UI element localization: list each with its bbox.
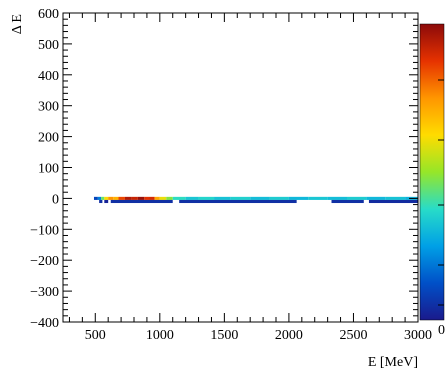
heatmap-bin xyxy=(144,196,150,200)
heatmap-bin xyxy=(385,196,406,200)
heatmap-bin xyxy=(118,196,125,200)
heatmap-bin xyxy=(93,196,98,200)
y-tick-label: 400 xyxy=(38,69,59,84)
heatmap-bin xyxy=(99,199,103,204)
heatmap-bin xyxy=(131,196,138,200)
heatmap-bin xyxy=(308,196,328,200)
y-tick-label: 0 xyxy=(52,192,59,207)
heatmap-bin xyxy=(327,196,347,200)
heatmap-bin xyxy=(198,196,215,200)
heatmap-bin xyxy=(230,196,251,200)
y-tick-label: 300 xyxy=(38,100,59,115)
heatmap-bin xyxy=(149,196,155,200)
heatmap-bin xyxy=(250,196,270,200)
y-axis-title: Δ E xyxy=(10,14,25,34)
x-tick-label: 2000 xyxy=(275,328,303,343)
y-tick-label: −200 xyxy=(30,254,59,269)
x-axis-title: E [MeV] xyxy=(368,355,418,370)
heatmap-bin xyxy=(124,196,132,200)
colorbar xyxy=(419,23,445,321)
heatmap-bin xyxy=(179,199,297,204)
heatmap-bin xyxy=(269,196,289,200)
heatmap-bin xyxy=(137,196,145,200)
heatmap-bin xyxy=(113,196,119,200)
heatmap-bin xyxy=(185,196,199,200)
heatmap-bin xyxy=(368,199,418,204)
heatmap-bin xyxy=(172,196,186,200)
heatmap-bin xyxy=(104,199,109,204)
heatmap-bin xyxy=(366,196,386,200)
heatmap-bin xyxy=(159,196,167,200)
y-tick-label: 600 xyxy=(38,7,59,22)
heatmap-bin xyxy=(214,196,231,200)
heatmap-bin xyxy=(347,196,367,200)
heatmap-bin xyxy=(288,196,309,200)
x-tick-label: 1500 xyxy=(210,328,238,343)
y-tick-label: −100 xyxy=(30,223,59,238)
y-tick-label: −400 xyxy=(30,316,59,331)
heatmap-bin xyxy=(154,196,160,200)
x-axis: 500 1000 1500 2000 2500 3000 xyxy=(68,13,432,343)
y-tick-label: 200 xyxy=(38,131,59,146)
plot-frame xyxy=(62,12,419,323)
x-tick-label: 2500 xyxy=(339,328,367,343)
y-tick-label: 500 xyxy=(38,38,59,53)
heatmap-bins xyxy=(93,196,418,204)
x-tick-label: 500 xyxy=(85,328,106,343)
y-tick-label: 100 xyxy=(38,162,59,177)
heatmap-bin xyxy=(331,199,364,204)
heatmap-bin xyxy=(97,196,102,200)
y-tick-label: −300 xyxy=(30,285,59,300)
heatmap-bin xyxy=(166,196,173,200)
x-tick-label: 3000 xyxy=(404,328,432,343)
x-tick-label: 1000 xyxy=(146,328,174,343)
heatmap-bin xyxy=(104,196,109,200)
heatmap-bin xyxy=(101,196,105,200)
colorbar-tick-label: 0 xyxy=(438,323,445,338)
heatmap-bin xyxy=(110,199,173,204)
heatmap-bin xyxy=(108,196,114,200)
y-axis: −400 −300 −200 −100 0 100 200 300 400 500 600 xyxy=(30,7,418,331)
